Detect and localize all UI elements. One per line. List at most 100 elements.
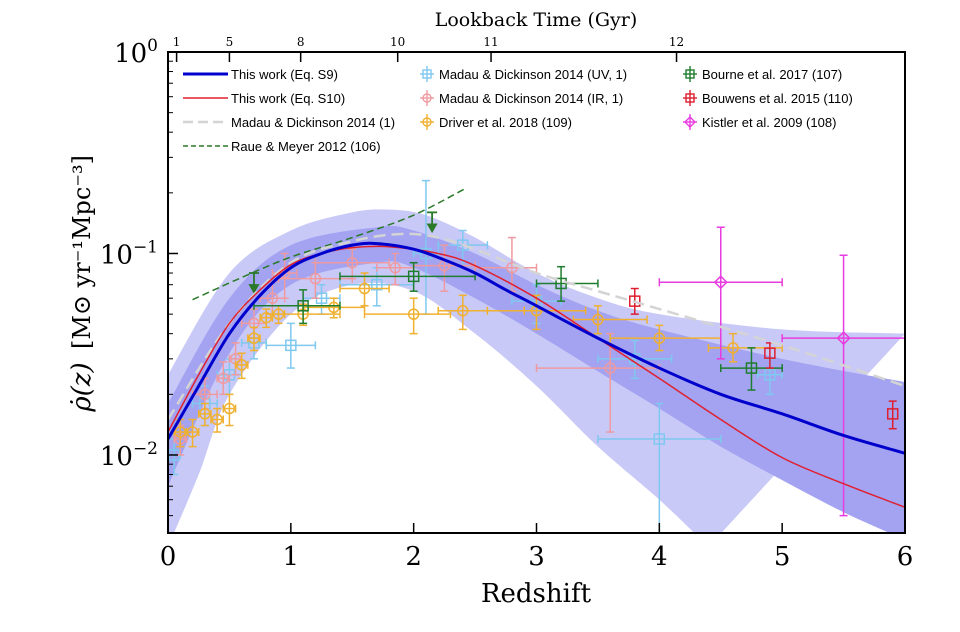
data-point: [216, 361, 231, 396]
square-marker: [685, 69, 695, 79]
circle-marker: [199, 408, 211, 420]
data-point: [474, 236, 538, 292]
square-marker: [297, 300, 309, 312]
data-point: [781, 254, 905, 517]
data-point: [265, 322, 317, 369]
legend-entry: Raue & Meyer 2012 (106): [183, 139, 381, 154]
diamond-marker: [684, 116, 696, 128]
y-tick-label: 10−1: [100, 237, 158, 270]
x-tick-label: 3: [528, 542, 545, 572]
upper-limit-arrow: [248, 272, 260, 294]
series-4-points: [629, 287, 899, 430]
y-axis-symbol: ρ̇(z): [67, 362, 97, 412]
top-axis-label: Lookback Time (Gyr): [435, 9, 638, 31]
data-point: [658, 226, 783, 360]
legend-label: This work (Eq. S9): [231, 67, 338, 82]
y-tick-exponent: 0: [147, 36, 158, 56]
data-point: [191, 377, 218, 410]
circle-marker: [235, 359, 248, 371]
y-axis-units: [M⊙ yr⁻¹Mpc⁻³]: [68, 155, 96, 349]
square-marker: [653, 433, 666, 445]
circle-marker: [266, 292, 279, 304]
square-marker: [457, 239, 469, 251]
x-tick-label: 2: [405, 542, 422, 572]
legend-entry: Kistler et al. 2009 (108): [683, 114, 836, 130]
legend-entry: This work (Eq. S9): [183, 67, 338, 82]
square-marker: [285, 339, 297, 352]
circle-marker: [727, 342, 739, 354]
data-point: [886, 400, 899, 430]
legend-label: Madau & Dickinson 2014 (1): [231, 115, 395, 130]
circle-marker: [174, 426, 187, 438]
y-tick-exponent: −2: [133, 439, 158, 459]
x-tick-label: 4: [651, 542, 668, 572]
y-tick-exponent: −1: [133, 237, 158, 257]
square-marker: [422, 69, 432, 79]
data-point: [363, 297, 452, 335]
top-tick-label: 1: [173, 35, 181, 49]
data-point: [222, 393, 237, 427]
data-point: [486, 294, 587, 331]
circle-marker: [223, 402, 236, 415]
circle-marker: [604, 362, 616, 374]
y-tick-base: 10: [100, 442, 133, 472]
legend-entry: Driver et al. 2018 (109): [420, 114, 572, 130]
circle-marker: [217, 372, 230, 385]
circle-marker: [358, 282, 371, 295]
y-tick-base: 10: [114, 39, 147, 69]
circle-marker: [422, 117, 432, 127]
data-point: [572, 305, 648, 335]
legend-label: Driver et al. 2018 (109): [439, 115, 572, 130]
upper-limit-arrow: [426, 211, 438, 234]
circle-marker: [309, 272, 322, 285]
legend-label: Bouwens et al. 2015 (110): [702, 91, 853, 106]
data-point: [247, 326, 261, 352]
legend-label: Raue & Meyer 2012 (106): [231, 139, 381, 154]
circle-marker: [248, 332, 260, 344]
legend-label: Kistler et al. 2009 (108): [702, 115, 836, 130]
series-line-2: [168, 232, 905, 421]
data-point: [197, 402, 212, 427]
legend-entry: This work (Eq. S10): [183, 91, 345, 106]
plot-area: [168, 179, 905, 533]
square-marker: [629, 295, 641, 307]
series-line-1: [168, 245, 905, 508]
x-tick-label: 6: [897, 542, 914, 572]
circle-marker: [407, 308, 420, 320]
arrow-head: [426, 223, 438, 234]
circle-marker: [653, 332, 666, 344]
data-point: [185, 418, 200, 448]
circle-marker: [457, 304, 469, 317]
square-marker: [764, 369, 776, 381]
legend-label: Bourne et al. 2017 (107): [702, 67, 842, 82]
square-marker: [764, 347, 776, 359]
circle-marker: [346, 256, 358, 269]
series-5-points: [658, 226, 905, 517]
legend-entry: Madau & Dickinson 2014 (IR, 1): [420, 90, 623, 106]
data-point: [253, 289, 341, 325]
circle-marker: [199, 388, 211, 401]
circle-marker: [506, 261, 518, 274]
square-marker: [685, 93, 695, 103]
circle-marker: [422, 93, 432, 103]
data-point: [535, 332, 661, 433]
arrow-head: [248, 284, 260, 294]
diamond-marker: [836, 331, 851, 346]
data-point: [314, 248, 390, 280]
legend-label: Madau & Dickinson 2014 (UV, 1): [439, 67, 627, 82]
x-axis-label: Redshift: [481, 579, 592, 609]
legend-label: This work (Eq. S10): [231, 91, 345, 106]
legend-entry: Bourne et al. 2017 (107): [683, 66, 842, 82]
diamond-marker: [713, 275, 728, 290]
legend-label: Madau & Dickinson 2014 (IR, 1): [439, 91, 623, 106]
square-marker: [886, 408, 899, 420]
circle-marker: [328, 301, 340, 314]
x-tick-label: 5: [774, 542, 791, 572]
data-point: [629, 287, 641, 315]
circle-marker: [211, 413, 223, 426]
circle-marker: [592, 313, 604, 326]
data-point: [234, 352, 249, 380]
square-marker: [745, 362, 758, 374]
